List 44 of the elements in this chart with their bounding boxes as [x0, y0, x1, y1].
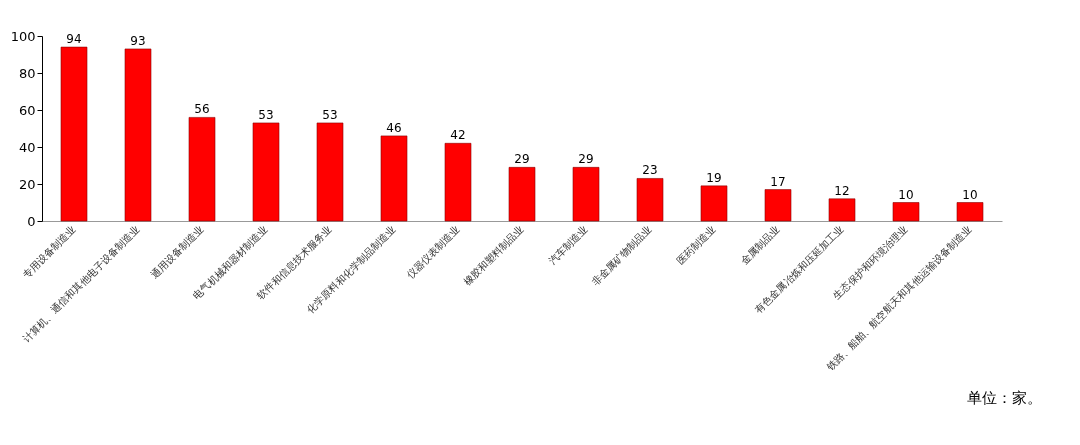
data-label: 93	[130, 33, 146, 48]
data-label: 19	[706, 170, 722, 185]
bar	[700, 185, 728, 222]
data-label: 12	[834, 183, 850, 198]
bar	[252, 122, 280, 222]
y-tick-label: 60	[18, 102, 36, 118]
data-label: 56	[194, 102, 210, 117]
bar	[188, 117, 216, 222]
bar	[956, 202, 984, 222]
bar	[380, 135, 408, 222]
x-tick-label: 仪器仪表制造业	[404, 223, 462, 281]
text: 单位：家。	[967, 389, 1042, 407]
bar	[508, 167, 536, 222]
y-tick-label: 40	[18, 139, 36, 155]
data-label: 10	[898, 187, 914, 202]
bar	[444, 143, 472, 222]
data-label: 53	[322, 107, 338, 122]
data-label: 29	[578, 152, 594, 167]
bar	[124, 48, 152, 222]
y-tick-label: 80	[18, 65, 36, 81]
data-label: 23	[642, 163, 658, 178]
data-label: 53	[258, 107, 274, 122]
data-label: 29	[514, 152, 530, 167]
bar	[764, 189, 792, 222]
data-label: 94	[66, 32, 82, 47]
bar	[636, 178, 664, 222]
y-tick-label: 20	[18, 176, 36, 192]
x-tick-label: 金属制品业	[738, 223, 782, 267]
x-tick-label: 通用设备制造业	[148, 223, 206, 281]
bar	[572, 167, 600, 222]
bar	[828, 198, 856, 222]
bar	[892, 202, 920, 222]
y-tick-label: 0	[27, 213, 36, 229]
data-label: 10	[962, 187, 978, 202]
data-label: 42	[450, 128, 466, 143]
bar	[60, 46, 88, 222]
data-label: 17	[770, 174, 786, 189]
x-tick-label: 汽车制造业	[546, 223, 590, 267]
y-tick-label: 100	[10, 28, 36, 44]
x-tick-label: 医药制造业	[674, 223, 718, 267]
x-tick-label: 非金属矿物制品业	[589, 223, 654, 288]
data-label: 46	[386, 120, 402, 135]
bar	[316, 122, 344, 222]
x-tick-label: 橡胶和塑料制品业	[461, 223, 526, 288]
